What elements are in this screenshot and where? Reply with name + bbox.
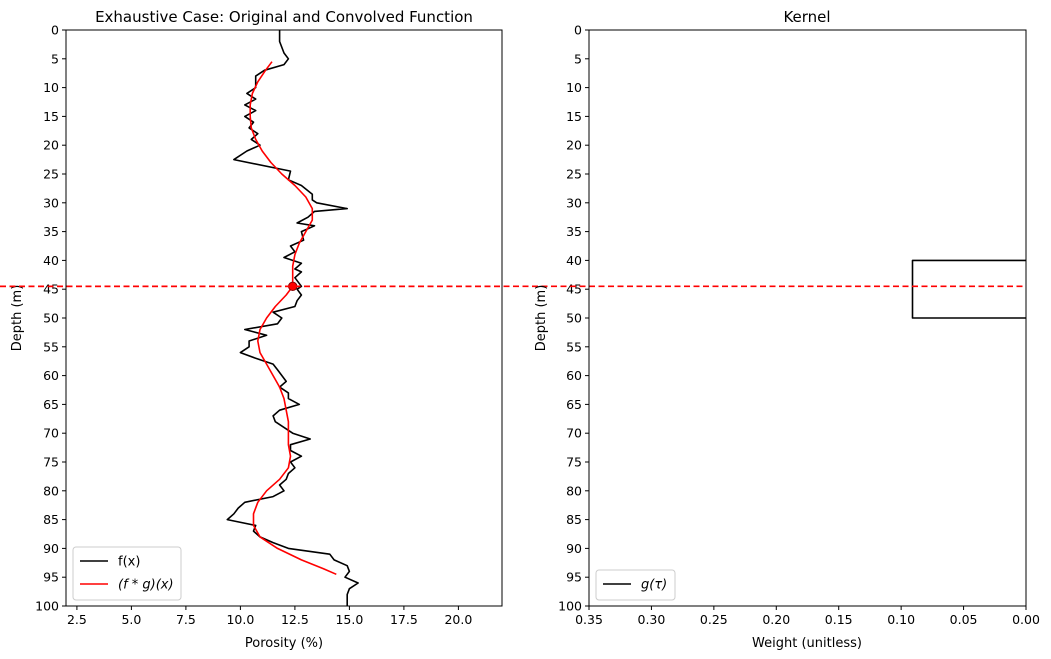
left-y-tick-label: 25 bbox=[43, 167, 59, 182]
left-y-tick-label: 55 bbox=[43, 339, 59, 354]
left-y-tick-label: 70 bbox=[43, 426, 59, 441]
right-x-axis-label: Weight (unitless) bbox=[752, 636, 862, 651]
right-y-tick-label: 0 bbox=[574, 23, 582, 38]
right-x-tick-label: 0.25 bbox=[700, 612, 728, 627]
right-y-tick-label: 50 bbox=[566, 311, 582, 326]
right-y-tick-label: 45 bbox=[566, 282, 582, 297]
left-y-tick-label: 75 bbox=[43, 455, 59, 470]
right-y-tick-label: 60 bbox=[566, 368, 582, 383]
left-x-tick-label: 7.5 bbox=[176, 612, 196, 627]
right-y-tick-label: 15 bbox=[566, 109, 582, 124]
left-y-tick-label: 20 bbox=[43, 138, 59, 153]
right-legend-label: g(τ) bbox=[641, 578, 667, 593]
left-x-tick-label: 15.0 bbox=[335, 612, 363, 627]
right-y-tick-label: 75 bbox=[566, 455, 582, 470]
left-y-tick-label: 100 bbox=[35, 599, 59, 614]
right-y-tick-label: 5 bbox=[574, 51, 582, 66]
right-y-tick-label: 80 bbox=[566, 483, 582, 498]
left-y-tick-label: 35 bbox=[43, 224, 59, 239]
left-plot: Exhaustive Case: Original and Convolved … bbox=[0, 8, 503, 651]
left-legend-label: f(x) bbox=[118, 555, 140, 570]
left-y-tick-label: 60 bbox=[43, 368, 59, 383]
right-y-tick-label: 40 bbox=[566, 253, 582, 268]
right-y-tick-label: 20 bbox=[566, 138, 582, 153]
right-y-tick-label: 30 bbox=[566, 195, 582, 210]
right-x-tick-label: 0.30 bbox=[638, 612, 666, 627]
left-x-tick-label: 20.0 bbox=[444, 612, 472, 627]
right-plot-frame bbox=[588, 29, 1027, 607]
right-y-tick-label: 95 bbox=[566, 570, 582, 585]
left-y-tick-label: 5 bbox=[51, 51, 59, 66]
left-legend-label: (f * g)(x) bbox=[118, 578, 174, 593]
left-y-tick-label: 10 bbox=[43, 80, 59, 95]
left-x-tick-label: 12.5 bbox=[281, 612, 309, 627]
right-x-tick-label: 0.15 bbox=[825, 612, 853, 627]
left-y-tick-label: 40 bbox=[43, 253, 59, 268]
right-y-tick-label: 25 bbox=[566, 167, 582, 182]
right-plot: Kernel 051015202530354045505560657075808… bbox=[0, 8, 1040, 651]
left-y-tick-label: 15 bbox=[43, 109, 59, 124]
right-y-tick-label: 55 bbox=[566, 339, 582, 354]
right-plot-title: Kernel bbox=[783, 8, 830, 26]
right-y-tick-label: 10 bbox=[566, 80, 582, 95]
right-x-tick-label: 0.20 bbox=[762, 612, 790, 627]
right-series-line-1 bbox=[911, 259, 1026, 319]
right-legend bbox=[595, 569, 676, 601]
left-x-tick-label: 5.0 bbox=[121, 612, 141, 627]
right-y-axis-label: Depth (m) bbox=[534, 285, 549, 352]
left-y-tick-label: 45 bbox=[43, 282, 59, 297]
left-y-tick-label: 85 bbox=[43, 512, 59, 527]
left-y-tick-label: 65 bbox=[43, 397, 59, 412]
left-plot-frame bbox=[65, 29, 503, 607]
right-y-tick-label: 65 bbox=[566, 397, 582, 412]
right-y-tick-label: 85 bbox=[566, 512, 582, 527]
right-x-tick-label: 0.10 bbox=[887, 612, 915, 627]
right-x-tick-label: 0.35 bbox=[575, 612, 603, 627]
left-y-tick-label: 0 bbox=[51, 23, 59, 38]
right-y-tick-label: 35 bbox=[566, 224, 582, 239]
left-x-axis-label: Porosity (%) bbox=[245, 636, 323, 651]
left-y-axis-label: Depth (m) bbox=[10, 285, 25, 352]
right-y-tick-label: 100 bbox=[558, 599, 582, 614]
right-x-tick-label: 0.00 bbox=[1012, 612, 1040, 627]
left-y-tick-label: 80 bbox=[43, 483, 59, 498]
left-plot-title: Exhaustive Case: Original and Convolved … bbox=[95, 8, 473, 26]
left-x-tick-label: 10.0 bbox=[226, 612, 254, 627]
left-y-tick-label: 30 bbox=[43, 195, 59, 210]
left-y-tick-label: 90 bbox=[43, 541, 59, 556]
right-y-tick-label: 90 bbox=[566, 541, 582, 556]
right-x-tick-label: 0.05 bbox=[950, 612, 978, 627]
left-series-line-2 bbox=[249, 61, 337, 576]
left-series-line-1 bbox=[226, 30, 359, 606]
left-x-tick-label: 17.5 bbox=[390, 612, 418, 627]
left-y-tick-label: 95 bbox=[43, 570, 59, 585]
left-x-tick-label: 2.5 bbox=[67, 612, 87, 627]
left-y-tick-label: 50 bbox=[43, 311, 59, 326]
right-y-tick-label: 70 bbox=[566, 426, 582, 441]
